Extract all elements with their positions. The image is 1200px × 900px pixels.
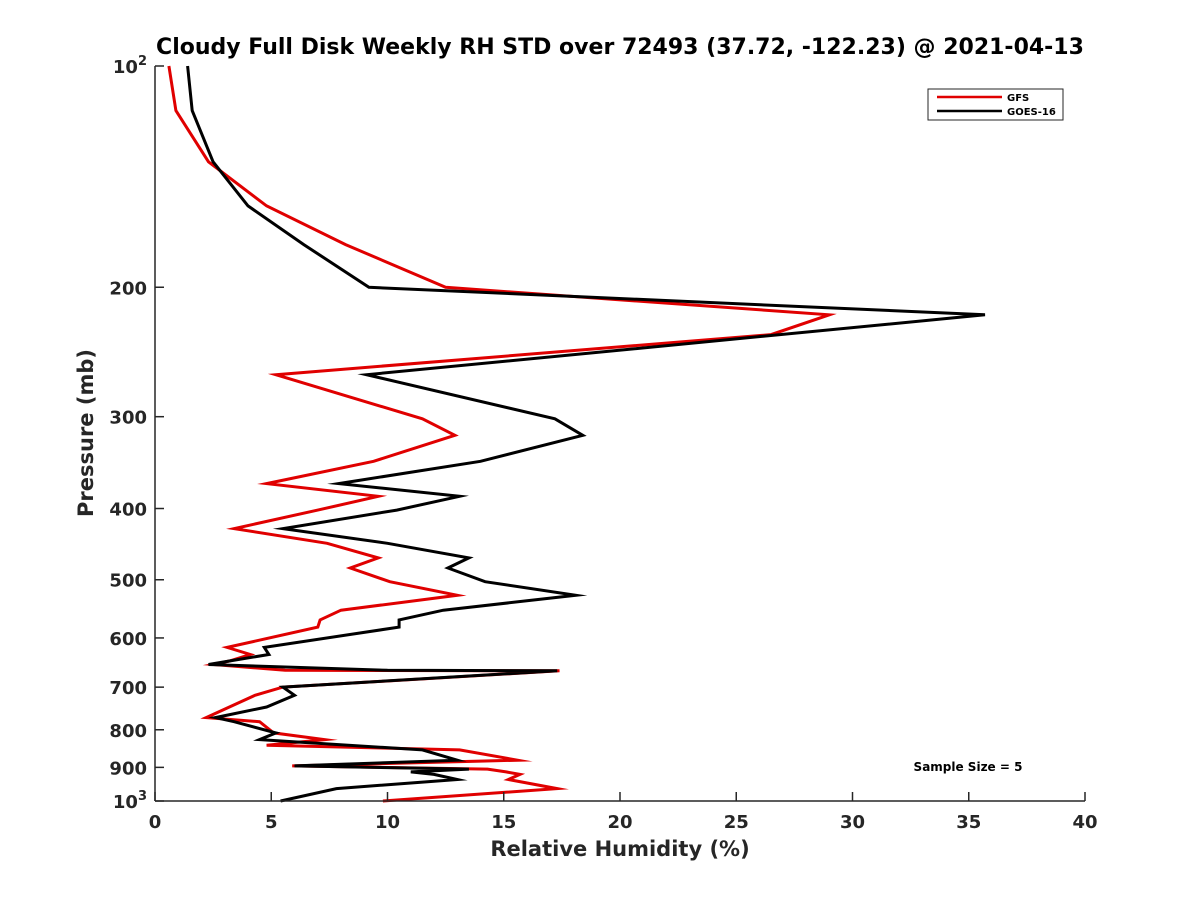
x-tick-label: 30 bbox=[840, 812, 865, 833]
y-axis-ticks: 102 200 300 400 500 600 700 800 900 103 bbox=[109, 54, 164, 813]
x-tick-label: 35 bbox=[956, 812, 981, 833]
series-line-gfs bbox=[167, 65, 837, 803]
y-tick-label: 800 bbox=[109, 721, 147, 742]
x-tick-label: 25 bbox=[724, 812, 749, 833]
y-tick-label: 500 bbox=[109, 571, 147, 592]
x-axis-ticks: 0 5 10 15 20 25 30 35 40 bbox=[149, 792, 1098, 833]
plot-area bbox=[155, 66, 1085, 801]
sample-size-annotation: Sample Size = 5 bbox=[914, 760, 1023, 774]
y-axis-label: Pressure (mb) bbox=[74, 349, 98, 517]
x-tick-label: 20 bbox=[607, 812, 632, 833]
legend: GFS GOES-16 bbox=[927, 88, 1064, 121]
y-tick-label: 600 bbox=[109, 629, 147, 650]
x-tick-label: 15 bbox=[491, 812, 516, 833]
y-tick-label: 300 bbox=[109, 408, 147, 429]
series-layer bbox=[167, 65, 986, 803]
series-line-goes-16 bbox=[186, 65, 986, 803]
y-tick-label: 400 bbox=[109, 500, 147, 521]
x-tick-label: 40 bbox=[1072, 812, 1097, 833]
x-axis-label: Relative Humidity (%) bbox=[490, 837, 749, 861]
legend-box bbox=[927, 88, 1064, 121]
y-tick-label: 200 bbox=[109, 278, 147, 299]
chart-title: Cloudy Full Disk Weekly RH STD over 7249… bbox=[156, 35, 1084, 60]
x-tick-label: 10 bbox=[375, 812, 400, 833]
legend-label: GOES-16 bbox=[1007, 107, 1056, 118]
y-tick-label: 700 bbox=[109, 678, 147, 699]
x-tick-label: 5 bbox=[265, 812, 278, 833]
x-tick-label: 0 bbox=[149, 812, 162, 833]
legend-items: GFS GOES-16 bbox=[937, 93, 1056, 118]
y-tick-label: 900 bbox=[109, 758, 147, 779]
y-tick-label: 102 bbox=[113, 54, 147, 78]
y-tick-label: 103 bbox=[113, 789, 147, 813]
legend-label: GFS bbox=[1007, 93, 1029, 104]
